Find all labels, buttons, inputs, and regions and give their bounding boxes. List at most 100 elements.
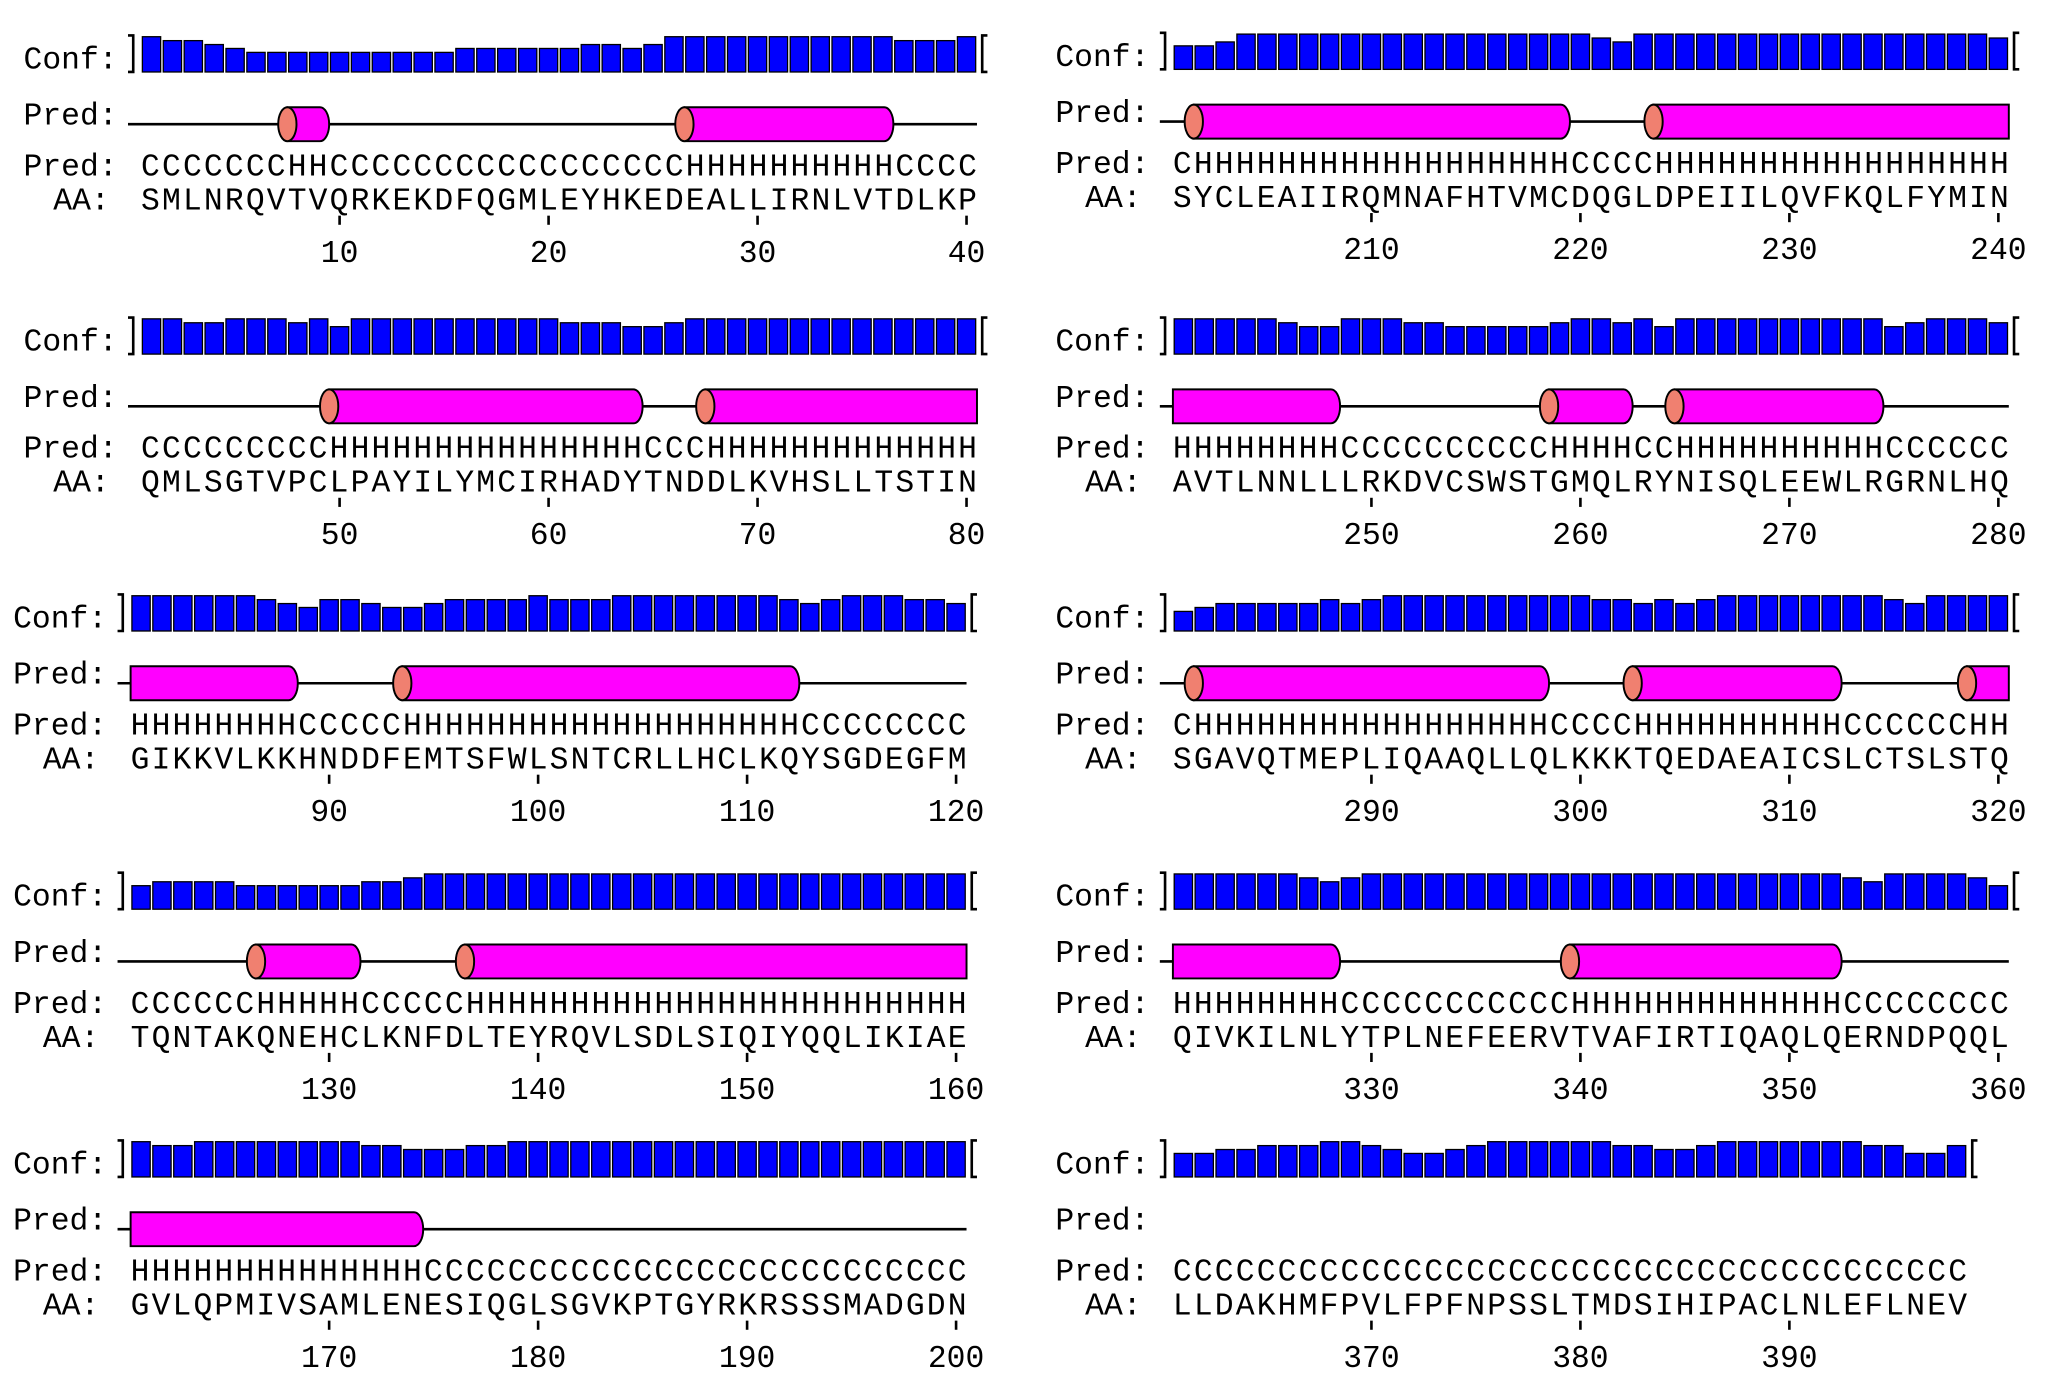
conf-bar (1173, 873, 1194, 910)
conf-bar (1278, 873, 1298, 910)
conf-bar (235, 595, 256, 632)
conf-bar (1800, 1141, 1821, 1178)
conf-bar (1842, 595, 1862, 632)
aa-sequence: SYCLEAIIRQMNAFHTVMCDQGLDPEIILQVFKQLFYMIN (1173, 182, 2009, 217)
conf-bar (1821, 873, 1841, 910)
conf-bar (1884, 33, 1904, 71)
bracket (970, 1139, 977, 1179)
tick-label: 250 (1343, 519, 1399, 554)
conf-bar (538, 47, 559, 73)
conf-bar (1842, 1141, 1862, 1178)
conf-bar (1716, 33, 1737, 71)
conf-bar (1716, 318, 1737, 355)
conf-bar (894, 318, 914, 355)
conf-bar (1528, 1141, 1549, 1178)
conf-bar (162, 318, 183, 355)
tick-label: 330 (1343, 1074, 1399, 1109)
conf-bar (1946, 873, 1967, 910)
conf-bar (831, 318, 851, 355)
helix (286, 106, 331, 143)
conf-bar (1194, 873, 1215, 910)
conf-bar (768, 318, 789, 355)
conf-bar (1821, 33, 1841, 71)
pred-label: Pred: (24, 100, 118, 135)
tick-label: 230 (1761, 234, 1817, 269)
conf-bar (1507, 1141, 1528, 1178)
conf-bar (705, 318, 726, 355)
sequence-block: Conf:Pred:Pred:AA:HHHHHHHHCCCCCCCCCCCHHH… (1055, 871, 2027, 1109)
conf-label: Conf: (1055, 41, 1149, 76)
conf-bar (946, 602, 966, 632)
conf-bar (570, 1141, 590, 1178)
conf-bar (1967, 595, 1988, 632)
conf-bar (308, 318, 329, 355)
aa-sequence: SMLNRQVTVQRKEKDFQGMLEYHKEDEALLIRNLVTDLKP (141, 185, 977, 220)
conf-bar (256, 598, 277, 632)
conf-bar (173, 1144, 193, 1178)
conf-bar (256, 885, 277, 910)
conf-bar (1403, 1152, 1424, 1178)
conf-bar (1967, 318, 1988, 355)
conf-bar (1173, 610, 1194, 632)
aa-sequence: AVTLNNLLLRKDVCSWSTGMQLRYNISQLEEWLRGRNLHQ (1173, 467, 2009, 502)
conf-bar (591, 873, 611, 910)
conf-bar (1298, 326, 1319, 355)
conf-bar (434, 318, 454, 355)
pred-label: Pred: (24, 151, 118, 186)
helix (129, 1211, 425, 1248)
pred-label: Pred: (1055, 988, 1149, 1023)
conf-bar (1257, 1144, 1277, 1178)
helix-cap (1538, 388, 1560, 425)
conf-bar (1675, 318, 1695, 355)
conf-bar (1487, 873, 1507, 910)
conf-bar (1549, 595, 1570, 632)
helix (1192, 665, 1551, 702)
conf-bar (841, 595, 862, 632)
conf-bar (674, 873, 695, 910)
conf-bar (1549, 873, 1570, 910)
conf-bar (465, 873, 486, 910)
conf-bar (935, 318, 956, 355)
conf-bar (653, 873, 674, 910)
conf-bar (507, 873, 528, 910)
conf-bar (1737, 873, 1758, 910)
conf-bar (361, 881, 381, 910)
conf-bar (465, 1144, 486, 1178)
conf-bar (1988, 595, 2009, 632)
conf-bar (883, 595, 904, 632)
tick-label: 180 (510, 1342, 566, 1377)
aa-sequence: TQNTAKQNEHCLKNFDLTEYRQVLSDLSIQIYQQLIKIAE (131, 1022, 967, 1057)
conf-bar (799, 873, 820, 910)
conf-bar (1278, 322, 1298, 355)
conf-bar (235, 1141, 256, 1178)
conf-bar (1298, 1144, 1319, 1178)
tick-label: 310 (1761, 796, 1817, 831)
conf-bar (1779, 1141, 1800, 1178)
conf-bar (193, 881, 214, 910)
tick-label: 50 (321, 519, 359, 554)
conf-bar (841, 1141, 862, 1178)
conf-bar (496, 318, 517, 355)
conf-bar (1591, 37, 1612, 71)
tick-label: 390 (1761, 1342, 1817, 1377)
conf-bar (1361, 598, 1382, 632)
aa-sequence: GVLQPMIVSAMLENESIQGLSGVKPTGYRKRSSSMADGDN (131, 1290, 967, 1325)
conf-bar (277, 1141, 298, 1178)
bracket (1159, 31, 1167, 71)
conf-bar (246, 51, 266, 73)
tick-label: 110 (719, 796, 775, 831)
conf-bar (1591, 318, 1612, 355)
conf-bar (319, 598, 339, 632)
conf-bar (1194, 318, 1215, 355)
helix (1171, 388, 1342, 425)
conf-bar (1445, 326, 1465, 355)
helix (1652, 103, 2010, 140)
conf-bar (1298, 877, 1319, 910)
conf-label: Conf: (1055, 326, 1149, 361)
conf-bar (914, 39, 935, 73)
conf-bar (214, 595, 235, 632)
conf-bar (1863, 595, 1883, 632)
conf-bar (674, 1141, 695, 1178)
conf-bar (559, 47, 580, 73)
